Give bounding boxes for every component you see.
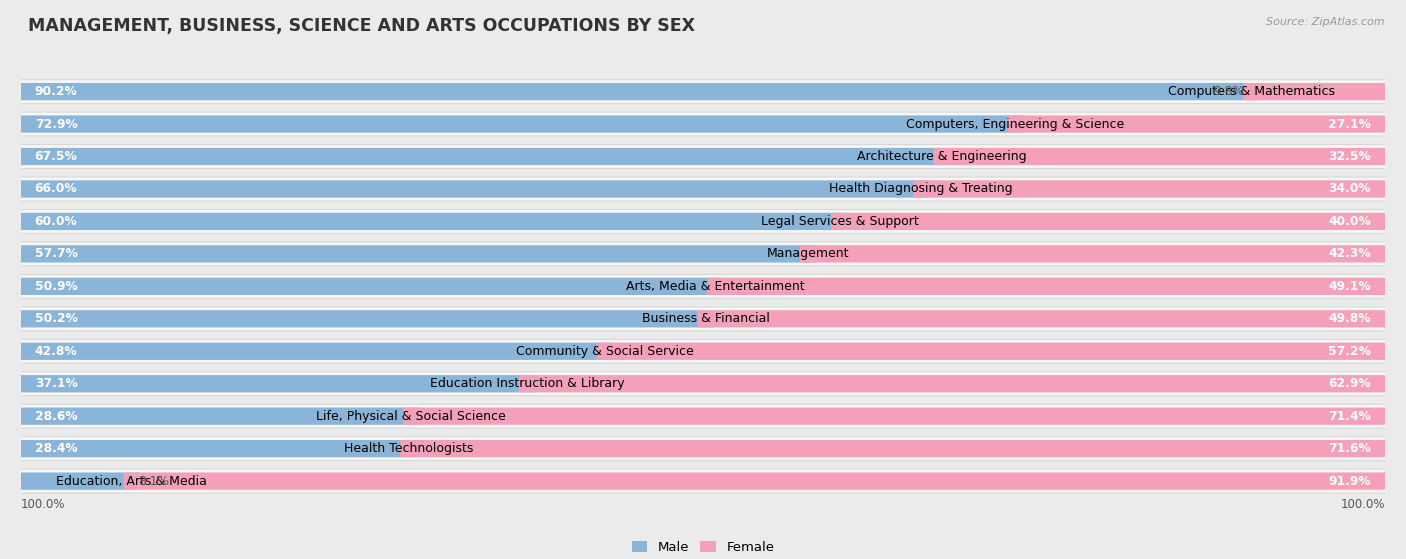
Text: 57.7%: 57.7%	[35, 248, 77, 260]
FancyBboxPatch shape	[519, 375, 1393, 392]
FancyBboxPatch shape	[13, 440, 416, 457]
Text: Architecture & Engineering: Architecture & Engineering	[856, 150, 1026, 163]
FancyBboxPatch shape	[10, 210, 1396, 233]
FancyBboxPatch shape	[10, 469, 1396, 493]
Text: Health Diagnosing & Treating: Health Diagnosing & Treating	[830, 182, 1014, 196]
FancyBboxPatch shape	[10, 437, 1396, 461]
FancyBboxPatch shape	[13, 278, 724, 295]
Text: 28.6%: 28.6%	[35, 410, 77, 423]
Text: 100.0%: 100.0%	[21, 498, 66, 511]
Text: Health Technologists: Health Technologists	[343, 442, 472, 455]
FancyBboxPatch shape	[912, 181, 1393, 198]
Text: 67.5%: 67.5%	[35, 150, 77, 163]
Text: Computers & Mathematics: Computers & Mathematics	[1168, 85, 1334, 98]
Text: Community & Social Service: Community & Social Service	[516, 345, 693, 358]
FancyBboxPatch shape	[10, 372, 1396, 396]
FancyBboxPatch shape	[13, 115, 1024, 132]
FancyBboxPatch shape	[1007, 115, 1393, 132]
Text: Computers, Engineering & Science: Computers, Engineering & Science	[907, 117, 1125, 131]
Text: 8.1%: 8.1%	[138, 475, 169, 487]
Legend: Male, Female: Male, Female	[631, 541, 775, 554]
FancyBboxPatch shape	[1243, 83, 1393, 100]
FancyBboxPatch shape	[10, 242, 1396, 266]
FancyBboxPatch shape	[697, 310, 1393, 328]
FancyBboxPatch shape	[13, 343, 613, 360]
Text: Legal Services & Support: Legal Services & Support	[761, 215, 918, 228]
Text: 50.2%: 50.2%	[35, 312, 77, 325]
Text: 50.9%: 50.9%	[35, 280, 77, 293]
Text: Source: ZipAtlas.com: Source: ZipAtlas.com	[1267, 17, 1385, 27]
Text: 91.9%: 91.9%	[1329, 475, 1371, 487]
FancyBboxPatch shape	[10, 404, 1396, 428]
Text: 37.1%: 37.1%	[35, 377, 77, 390]
FancyBboxPatch shape	[13, 83, 1260, 100]
FancyBboxPatch shape	[401, 440, 1393, 457]
FancyBboxPatch shape	[800, 245, 1393, 263]
FancyBboxPatch shape	[13, 375, 536, 392]
Text: 49.8%: 49.8%	[1329, 312, 1371, 325]
Text: 9.8%: 9.8%	[1213, 85, 1244, 98]
FancyBboxPatch shape	[13, 408, 419, 425]
Text: 27.1%: 27.1%	[1329, 117, 1371, 131]
Text: 100.0%: 100.0%	[1340, 498, 1385, 511]
Text: 32.5%: 32.5%	[1329, 150, 1371, 163]
Text: Management: Management	[766, 248, 849, 260]
FancyBboxPatch shape	[13, 213, 848, 230]
FancyBboxPatch shape	[13, 181, 929, 198]
FancyBboxPatch shape	[10, 145, 1396, 168]
FancyBboxPatch shape	[10, 307, 1396, 331]
FancyBboxPatch shape	[831, 213, 1393, 230]
Text: 71.4%: 71.4%	[1329, 410, 1371, 423]
Text: 60.0%: 60.0%	[35, 215, 77, 228]
FancyBboxPatch shape	[596, 343, 1393, 360]
FancyBboxPatch shape	[10, 80, 1396, 103]
Text: 57.2%: 57.2%	[1329, 345, 1371, 358]
Text: 34.0%: 34.0%	[1329, 182, 1371, 196]
Text: Education Instruction & Library: Education Instruction & Library	[430, 377, 624, 390]
FancyBboxPatch shape	[13, 472, 139, 490]
FancyBboxPatch shape	[10, 112, 1396, 136]
FancyBboxPatch shape	[13, 310, 714, 328]
FancyBboxPatch shape	[124, 472, 1393, 490]
Text: 90.2%: 90.2%	[35, 85, 77, 98]
Text: MANAGEMENT, BUSINESS, SCIENCE AND ARTS OCCUPATIONS BY SEX: MANAGEMENT, BUSINESS, SCIENCE AND ARTS O…	[28, 17, 695, 35]
FancyBboxPatch shape	[934, 148, 1393, 165]
FancyBboxPatch shape	[10, 177, 1396, 201]
FancyBboxPatch shape	[13, 245, 817, 263]
Text: 66.0%: 66.0%	[35, 182, 77, 196]
Text: 49.1%: 49.1%	[1329, 280, 1371, 293]
Text: 71.6%: 71.6%	[1329, 442, 1371, 455]
Text: 42.8%: 42.8%	[35, 345, 77, 358]
Text: Arts, Media & Entertainment: Arts, Media & Entertainment	[626, 280, 804, 293]
FancyBboxPatch shape	[10, 339, 1396, 363]
FancyBboxPatch shape	[707, 278, 1393, 295]
FancyBboxPatch shape	[10, 274, 1396, 299]
FancyBboxPatch shape	[404, 408, 1393, 425]
Text: Business & Financial: Business & Financial	[641, 312, 769, 325]
Text: 42.3%: 42.3%	[1329, 248, 1371, 260]
Text: 28.4%: 28.4%	[35, 442, 77, 455]
Text: 72.9%: 72.9%	[35, 117, 77, 131]
Text: 40.0%: 40.0%	[1329, 215, 1371, 228]
Text: 62.9%: 62.9%	[1329, 377, 1371, 390]
Text: Life, Physical & Social Science: Life, Physical & Social Science	[316, 410, 506, 423]
Text: Education, Arts & Media: Education, Arts & Media	[56, 475, 207, 487]
FancyBboxPatch shape	[13, 148, 950, 165]
